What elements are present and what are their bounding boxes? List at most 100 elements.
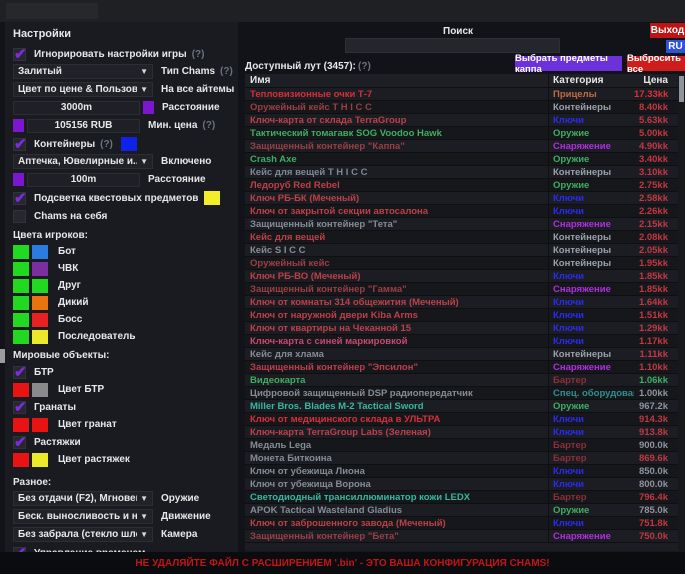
player-color-swatch-2[interactable] bbox=[32, 295, 48, 310]
quest-items-color-swatch[interactable] bbox=[204, 191, 221, 205]
column-header-price[interactable]: Цена bbox=[643, 75, 668, 86]
table-row[interactable]: Ключ от наружной двери Kiba Arms Ключи 1… bbox=[245, 309, 678, 322]
table-scrollbar[interactable] bbox=[678, 74, 685, 552]
column-header-name[interactable]: Имя bbox=[245, 74, 549, 87]
table-row[interactable]: Ключ от закрытой секции автосалона Ключи… bbox=[245, 205, 678, 218]
table-row[interactable]: Ключ от комнаты 314 общежития (Меченый) … bbox=[245, 296, 678, 309]
help-icon[interactable]: (?) bbox=[220, 66, 233, 77]
help-icon[interactable]: (?) bbox=[202, 120, 216, 131]
chams-self-checkbox[interactable] bbox=[13, 209, 26, 223]
search-input[interactable] bbox=[345, 38, 560, 53]
language-button[interactable]: RU bbox=[666, 40, 685, 53]
table-row[interactable]: Ключ-карта с синей маркировкой Ключи 1.1… bbox=[245, 335, 678, 348]
table-row[interactable]: Ключ от убежища Ворона Ключи 800.0k bbox=[245, 478, 678, 491]
player-color-swatch-2[interactable] bbox=[32, 329, 48, 344]
help-icon[interactable]: (?) bbox=[358, 61, 371, 72]
table-row[interactable]: Ключ от квартиры на Чеканной 15 Ключи 1.… bbox=[245, 322, 678, 335]
item-category: Бартер bbox=[553, 452, 587, 464]
loot-distance-slider[interactable]: 100m bbox=[27, 172, 140, 187]
min-price-slider[interactable]: 105156 RUB bbox=[27, 118, 140, 133]
table-row[interactable]: Оружейный кейс Контейнеры 1.95kk bbox=[245, 257, 678, 270]
table-row[interactable]: Ключ РБ-ВО (Меченый) Ключи 1.85kk bbox=[245, 270, 678, 283]
table-row[interactable]: Ключ-карта TerraGroup Labs (Зеленая) Клю… bbox=[245, 426, 678, 439]
table-row[interactable]: Светодиодный трансиллюминатор кожи LEDX … bbox=[245, 491, 678, 504]
loot-distance-color-swatch[interactable] bbox=[13, 173, 24, 186]
table-row[interactable]: Защищенный контейнер "Тета" Снаряжение 2… bbox=[245, 218, 678, 231]
player-color-swatch-1[interactable] bbox=[13, 244, 29, 259]
table-row[interactable]: Защищенный контейнер "Эпсилон" Снаряжени… bbox=[245, 361, 678, 374]
ignore-game-settings-checkbox[interactable] bbox=[13, 45, 27, 63]
table-row[interactable]: Ключ от убежища Лиона Ключи 850.0k bbox=[245, 465, 678, 478]
player-color-swatch-2[interactable] bbox=[32, 312, 48, 327]
grenades-row: Гранаты bbox=[13, 398, 238, 416]
item-price: 1.29kk bbox=[638, 322, 668, 334]
table-row[interactable]: Тактический томагавк SOG Voodoo Hawk Ору… bbox=[245, 127, 678, 140]
weapon-dropdown[interactable]: Без отдачи (F2), Мгновенное п ▼ bbox=[13, 491, 153, 506]
min-price-color-swatch[interactable] bbox=[13, 119, 24, 132]
btr-color-swatch-1[interactable] bbox=[13, 382, 29, 397]
color-mode-dropdown[interactable]: Цвет по цене & Пользователям ▼ bbox=[13, 82, 153, 97]
camera-row: Без забрала (стекло шлема) ▼ Камера bbox=[13, 527, 238, 542]
quest-items-checkbox[interactable] bbox=[13, 189, 27, 207]
btr-row: БТР bbox=[13, 363, 238, 381]
weapon-row: Без отдачи (F2), Мгновенное п ▼ Оружие bbox=[13, 491, 238, 506]
containers-checkbox[interactable] bbox=[13, 135, 27, 153]
containers-color-swatch[interactable] bbox=[120, 137, 137, 151]
player-color-swatch-1[interactable] bbox=[13, 278, 29, 293]
drop-all-button[interactable]: Выбросить все bbox=[627, 53, 685, 75]
select-kappa-button[interactable]: Выбрать предметы каппа bbox=[515, 53, 622, 75]
exit-button[interactable]: Выход bbox=[650, 23, 685, 38]
player-color-swatch-2[interactable] bbox=[32, 261, 48, 276]
help-icon[interactable]: (?) bbox=[100, 138, 113, 150]
table-row[interactable]: Защищенный контейнер "Бета" Снаряжение 7… bbox=[245, 530, 678, 543]
distance-color-swatch[interactable] bbox=[143, 101, 154, 114]
table-row[interactable]: Видеокарта Бартер 1.06kk bbox=[245, 374, 678, 387]
scrollbar-thumb[interactable] bbox=[679, 76, 684, 102]
player-color-swatch-1[interactable] bbox=[13, 312, 29, 327]
camera-value: Без забрала (стекло шлема) bbox=[18, 529, 137, 540]
tripwires-checkbox[interactable] bbox=[13, 433, 27, 451]
item-category: Бартер bbox=[553, 439, 587, 451]
table-row[interactable]: Медаль Lega Бартер 900.0k bbox=[245, 439, 678, 452]
table-row[interactable]: Ключ-карта от склада TerraGroup Ключи 5.… bbox=[245, 114, 678, 127]
table-row[interactable]: Ключ от заброшенного завода (Меченый) Кл… bbox=[245, 517, 678, 530]
table-row[interactable]: Кейс S I C C Контейнеры 2.05kk bbox=[245, 244, 678, 257]
movement-dropdown[interactable]: Беск. выносливость и нет уста ▼ bbox=[13, 509, 153, 524]
table-row[interactable]: Crash Axe Оружие 3.40kk bbox=[245, 153, 678, 166]
player-color-swatch-1[interactable] bbox=[13, 329, 29, 344]
table-row[interactable]: Монета Биткоина Бартер 869.6k bbox=[245, 452, 678, 465]
player-color-swatch-1[interactable] bbox=[13, 295, 29, 310]
table-row[interactable]: Защищенный контейнер "Гамма" Снаряжение … bbox=[245, 283, 678, 296]
player-color-swatch-2[interactable] bbox=[32, 278, 48, 293]
grenades-checkbox[interactable] bbox=[13, 398, 27, 416]
grenade-color-swatch-1[interactable] bbox=[13, 417, 29, 432]
player-color-swatch-2[interactable] bbox=[32, 244, 48, 259]
tripwire-color-swatch-1[interactable] bbox=[13, 452, 29, 467]
distance-slider[interactable]: 3000m bbox=[13, 100, 140, 115]
loot-filter-dropdown[interactable]: Аптечка, Ювелирные и... ▼ bbox=[13, 154, 153, 169]
table-row[interactable]: Ледоруб Red Rebel Оружие 2.75kk bbox=[245, 179, 678, 192]
table-row[interactable]: Ключ от медицинского склада в УЛЬТРА Клю… bbox=[245, 413, 678, 426]
camera-dropdown[interactable]: Без забрала (стекло шлема) ▼ bbox=[13, 527, 153, 542]
item-price: 2.15kk bbox=[638, 218, 668, 230]
btr-checkbox[interactable] bbox=[13, 363, 27, 381]
chams-type-dropdown[interactable]: Залитый ▼ bbox=[13, 64, 153, 79]
table-row[interactable]: Кейс для вещей Контейнеры 2.08kk bbox=[245, 231, 678, 244]
table-row[interactable]: Кейс для хлама Контейнеры 1.11kk bbox=[245, 348, 678, 361]
btr-color-swatch-2[interactable] bbox=[32, 382, 48, 397]
table-row[interactable]: Тепловизионные очки Т-7 Прицелы 17.33kk bbox=[245, 88, 678, 101]
help-icon[interactable]: (?) bbox=[191, 48, 205, 60]
item-category: Контейнеры bbox=[553, 244, 612, 256]
column-header-category[interactable]: Категория bbox=[553, 75, 604, 86]
table-row[interactable]: Защищенный контейнер "Каппа" Снаряжение … bbox=[245, 140, 678, 153]
grenade-color-swatch-2[interactable] bbox=[32, 417, 48, 432]
table-row[interactable]: Кейс для вещей Т Н I С С Контейнеры 3.10… bbox=[245, 166, 678, 179]
table-row[interactable]: APOK Tactical Wasteland Gladius Оружие 7… bbox=[245, 504, 678, 517]
player-color-swatch-1[interactable] bbox=[13, 261, 29, 276]
table-row[interactable]: Цифровой защищенный DSP радиопередатчик … bbox=[245, 387, 678, 400]
table-row[interactable]: Ключ РБ-БК (Меченый) Ключи 2.58kk bbox=[245, 192, 678, 205]
min-price-label: Мин. цена bbox=[148, 120, 198, 131]
table-row[interactable]: Miller Bros. Blades M-2 Tactical Sword О… bbox=[245, 400, 678, 413]
tripwire-color-swatch-2[interactable] bbox=[32, 452, 48, 467]
table-row[interactable]: Оружейный кейс Т Н I С С Контейнеры 8.40… bbox=[245, 101, 678, 114]
